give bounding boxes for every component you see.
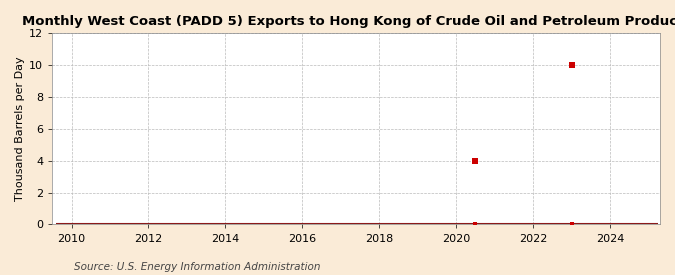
- Y-axis label: Thousand Barrels per Day: Thousand Barrels per Day: [15, 57, 25, 201]
- Text: Source: U.S. Energy Information Administration: Source: U.S. Energy Information Administ…: [74, 262, 321, 272]
- Title: Monthly West Coast (PADD 5) Exports to Hong Kong of Crude Oil and Petroleum Prod: Monthly West Coast (PADD 5) Exports to H…: [22, 15, 675, 28]
